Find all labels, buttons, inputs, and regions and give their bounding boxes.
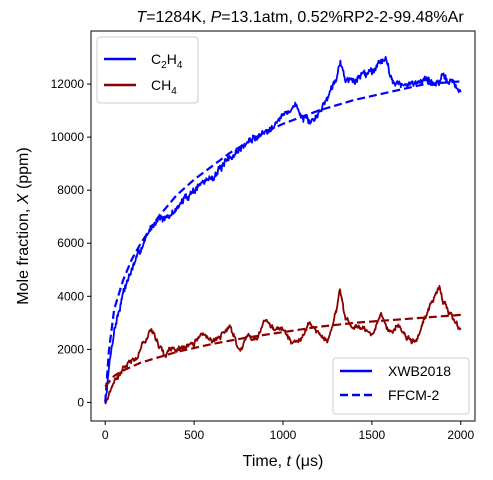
title-p-symbol: P: [211, 9, 222, 26]
style-legend: XWB2018 FFCM-2: [332, 357, 470, 415]
x-tick-label: 1500: [359, 428, 386, 442]
c2h4-h: H: [167, 51, 177, 67]
y-tick-label: 2000: [57, 342, 84, 356]
x-axis-label-symbol: t: [287, 453, 292, 470]
y-axis-label-text: Mole fraction,: [15, 204, 32, 304]
title-p-value: =13.1atm, 0.52%RP2-2-99.48%Ar: [221, 9, 464, 26]
x-axis-label-unit: (μs): [291, 453, 323, 470]
c2h4-sub-2: 4: [177, 60, 183, 71]
series-ch4-ffcm-2: [104, 313, 461, 388]
species-legend-box: [96, 36, 199, 104]
x-tick-label: 500: [184, 428, 204, 442]
y-tick-label: 0: [77, 395, 84, 409]
x-axis-label-text: Time,: [243, 453, 287, 470]
series-c2h4-xwb2018: [104, 55, 462, 403]
series-c2h4-ffcm-2: [104, 80, 461, 403]
chart-title: T=1284K, P=13.1atm, 0.52%RP2-2-99.48%Ar: [136, 9, 464, 26]
y-tick-label: 10000: [51, 130, 85, 144]
x-tick-label: 2000: [447, 428, 474, 442]
y-tick-label: 8000: [57, 183, 84, 197]
y-axis: 0 2000 4000 6000 8000 10000 12000: [51, 77, 91, 409]
legend-label-ch4: CH4: [151, 77, 177, 97]
ch4-sub: 4: [171, 86, 177, 97]
y-tick-label: 12000: [51, 77, 85, 91]
ch4-ch: CH: [151, 77, 171, 93]
x-axis-label: Time, t (μs): [243, 453, 324, 470]
y-axis-label: Mole fraction, X (ppm): [15, 147, 32, 304]
y-tick-label: 6000: [57, 236, 84, 250]
series-ch4-xwb2018: [104, 284, 462, 405]
legend-label-c2h4: C2H4: [151, 51, 183, 71]
y-tick-label: 4000: [57, 289, 84, 303]
legend-label-ffcm2: FFCM-2: [388, 387, 440, 403]
c2h4-sub-1: 2: [161, 60, 167, 71]
x-axis: 0 500 1000 1500 2000: [102, 421, 474, 442]
y-axis-label-symbol: X: [15, 192, 32, 205]
title-t-symbol: T: [136, 9, 147, 26]
y-axis-label-unit: (ppm): [15, 147, 32, 193]
c2h4-c: C: [151, 51, 161, 67]
legend-label-xwb2018: XWB2018: [388, 363, 451, 379]
x-tick-label: 0: [102, 428, 109, 442]
series-layer: [104, 55, 462, 405]
x-tick-label: 1000: [270, 428, 297, 442]
title-t-value: =1284K,: [146, 9, 211, 26]
species-legend: C2H4 CH4: [96, 36, 199, 104]
